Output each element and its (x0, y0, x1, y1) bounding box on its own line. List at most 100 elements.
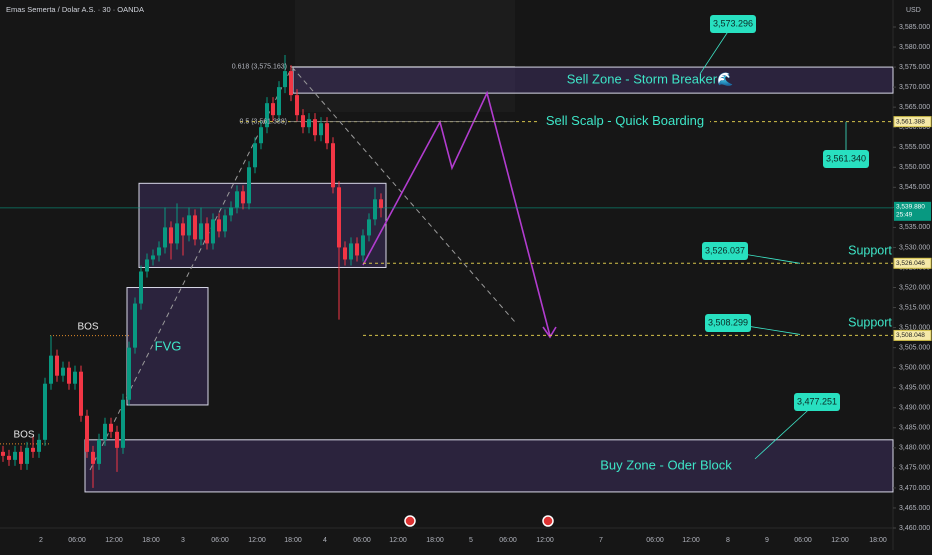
projection-dashed (291, 66, 516, 323)
candle-body (295, 95, 299, 116)
candle-body (91, 451, 95, 464)
candle-body (349, 243, 353, 260)
price-tag (893, 329, 932, 341)
x-tick-label: 12:00 (105, 537, 123, 544)
y-tick-label: 3,485.000 (899, 425, 930, 432)
candle-body (25, 447, 29, 464)
candle-body (229, 207, 233, 216)
candle-body (193, 215, 197, 240)
y-tick-label: 3,475.000 (899, 465, 930, 472)
candle-body (355, 243, 359, 256)
callout-leader (754, 401, 818, 460)
x-tick-label: 12:00 (682, 537, 700, 544)
candle-body (31, 447, 35, 452)
level-label: Support (848, 316, 892, 330)
candle-body (259, 127, 263, 144)
candle-body (367, 219, 371, 236)
x-tick-label: 8 (726, 537, 730, 544)
last-price-tag (894, 201, 931, 221)
x-tick-label: 12:00 (248, 537, 266, 544)
candle-body (61, 367, 65, 376)
event-icon (404, 515, 416, 527)
x-tick-label: 9 (765, 537, 769, 544)
callout-label: 3,573.296 (713, 18, 753, 28)
candle-body (1, 451, 5, 456)
x-tick-label: 4 (323, 537, 327, 544)
callout-box (702, 242, 748, 260)
currency: USD (906, 7, 921, 14)
y-tick-label: 3,535.000 (899, 224, 930, 231)
y-tick-label: 3,460.000 (899, 525, 930, 532)
candle-body (271, 103, 275, 116)
candle-body (283, 71, 287, 88)
candle-body (181, 223, 185, 236)
candle-body (49, 355, 53, 384)
candle-body (157, 247, 161, 256)
candle-body (115, 431, 119, 448)
candle-body (325, 123, 329, 144)
candle-body (223, 215, 227, 232)
y-tick-label: 3,470.000 (899, 485, 930, 492)
candle-body (109, 423, 113, 432)
x-tick-label: 06:00 (68, 537, 86, 544)
y-tick-label: 3,550.000 (899, 164, 930, 171)
candle-body (13, 451, 17, 460)
x-tick-label: 5 (469, 537, 473, 544)
callout-label: 3,526.037 (705, 245, 745, 255)
price-tag-label: 3,561.388 (896, 118, 925, 125)
candle-body (337, 187, 341, 248)
x-tick-label: 18:00 (142, 537, 160, 544)
candle-body (73, 371, 77, 384)
candle-body (331, 143, 335, 188)
x-tick-label: 06:00 (211, 537, 229, 544)
session-shade (295, 0, 515, 112)
candle-body (199, 223, 203, 240)
candle-body (253, 143, 257, 168)
y-tick-label: 3,560.000 (899, 124, 930, 131)
lines (0, 66, 893, 471)
candle-body (133, 303, 137, 348)
callout-box (794, 393, 840, 411)
fib-label: 0.5 (3,561.388) (240, 118, 287, 125)
candle-body (37, 439, 41, 452)
candle-body (103, 423, 107, 440)
buy-zone-label: Buy Zone - Oder Block (600, 457, 732, 472)
price-tag-label: 3,526.046 (896, 260, 925, 267)
y-tick-label: 3,585.000 (899, 24, 930, 31)
candle-body (307, 119, 311, 128)
x-tick-label: 12:00 (389, 537, 407, 544)
price-tag (893, 257, 932, 269)
y-tick-label: 3,545.000 (899, 184, 930, 191)
candle-body (43, 383, 47, 440)
x-tick-label: 3 (181, 537, 185, 544)
candle-body (187, 215, 191, 236)
bos-label: BOS (13, 429, 34, 440)
candle-body (97, 439, 101, 464)
candle-body (277, 87, 281, 116)
x-tick-label: 7 (599, 537, 603, 544)
level-label: Sell Scalp - Quick Boarding (546, 113, 704, 128)
fib-label: 0.618 (3,575.163) (232, 63, 287, 70)
candle-body (55, 355, 59, 376)
y-tick-label: 3,495.000 (899, 385, 930, 392)
y-tick-label: 3,555.000 (899, 144, 930, 151)
y-tick-label: 3,505.000 (899, 344, 930, 351)
bos-label: BOS (77, 321, 98, 332)
y-tick-label: 3,575.000 (899, 64, 930, 71)
y-tick-label: 3,570.000 (899, 84, 930, 91)
callout-box (710, 15, 756, 33)
candle-body (7, 455, 11, 460)
callout-label: 3,477.251 (797, 396, 837, 406)
countdown-label: 25:49 (896, 212, 913, 219)
x-tick-label: 06:00 (646, 537, 664, 544)
y-tick-label: 3,500.000 (899, 365, 930, 372)
candle-body (361, 235, 365, 256)
x-tick-label: 06:00 (353, 537, 371, 544)
candle-body (343, 247, 347, 260)
y-tick-label: 3,520.000 (899, 284, 930, 291)
fvg-label: FVG (155, 338, 182, 353)
x-tick-label: 12:00 (831, 537, 849, 544)
x-tick-label: 18:00 (426, 537, 444, 544)
axes: 3,460.000 3,465.000 3,470.000 3,475.000 3,48… (39, 24, 932, 544)
candle-body (205, 223, 209, 244)
